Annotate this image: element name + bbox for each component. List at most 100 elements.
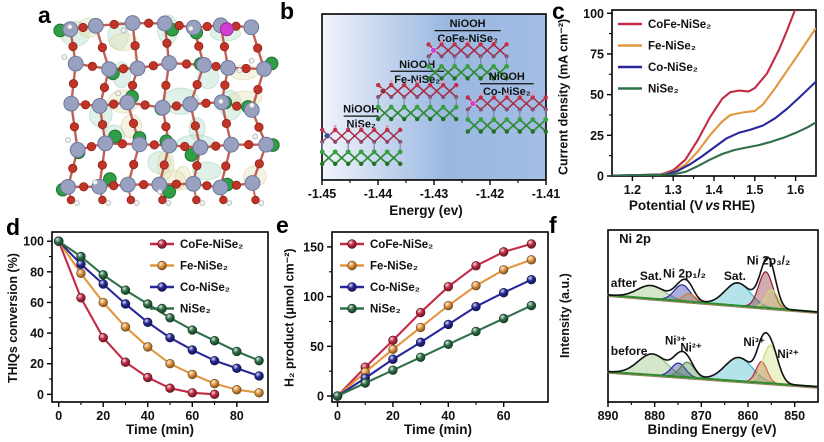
svg-text:50: 50 — [590, 88, 604, 102]
c-x-axis-title-post: RHE) — [722, 198, 756, 213]
panel-b-label: b — [280, 0, 295, 24]
svg-text:Co-NiSe₂: Co-NiSe₂ — [370, 282, 420, 294]
panel-e-label: e — [276, 212, 289, 238]
c-x-axis-title-pre: Potential (V — [628, 198, 704, 213]
svg-text:CoFe-NiSe₂: CoFe-NiSe₂ — [648, 19, 711, 31]
svg-text:25: 25 — [590, 129, 604, 143]
svg-text:Ni³⁺: Ni³⁺ — [743, 337, 764, 349]
legend: CoFe-NiSe₂ Fe-NiSe₂ Co-NiSe₂ NiSe₂ — [618, 19, 711, 96]
crystal-structure-image — [53, 14, 280, 206]
svg-text:40: 40 — [30, 327, 44, 341]
svg-text:1.6: 1.6 — [787, 183, 804, 197]
svg-text:0: 0 — [55, 409, 62, 423]
plot-frame — [331, 231, 549, 403]
svg-text:890: 890 — [598, 409, 619, 423]
series-Fe-NiSe₂ — [57, 240, 260, 394]
svg-text:100: 100 — [23, 235, 44, 249]
h2-product-chart: 0 20 40 60 0 50 100 150 CoFe-NiSe₂ Fe-NiSe₂ Co-NiS… — [303, 231, 549, 423]
svg-text:Ni 2p: Ni 2p — [619, 231, 651, 246]
energy-diagram-chart: -1.45 -1.44 -1.43 -1.42 -1.41NiOOHNiSe₂NiOOH… — [308, 13, 560, 201]
svg-text:100: 100 — [583, 7, 604, 21]
svg-text:40: 40 — [441, 409, 455, 423]
panel-c-label: c — [552, 0, 565, 24]
legend: CoFe-NiSe₂ Fe-NiSe₂ Co-NiSe₂ NiSe₂ — [150, 239, 243, 316]
series-NiSe₂ — [612, 121, 816, 176]
svg-text:80: 80 — [30, 265, 44, 279]
svg-text:75: 75 — [590, 47, 604, 61]
spectrum-before — [607, 331, 819, 389]
svg-text:100: 100 — [303, 290, 324, 304]
plot-frame — [51, 231, 269, 403]
svg-text:NiOOH: NiOOH — [450, 18, 486, 30]
svg-text:1.5: 1.5 — [746, 183, 763, 197]
legend: CoFe-NiSe₂ Fe-NiSe₂ Co-NiSe₂ NiSe₂ — [340, 239, 433, 316]
svg-text:NiOOH: NiOOH — [343, 104, 379, 116]
svg-text:CoFe-NiSe₂: CoFe-NiSe₂ — [180, 239, 243, 251]
svg-text:after: after — [611, 276, 637, 290]
svg-text:Ni²⁺: Ni²⁺ — [680, 342, 701, 354]
svg-text:880: 880 — [644, 409, 665, 423]
f-x-axis-title: Binding Energy (eV) — [647, 422, 777, 437]
svg-text:60: 60 — [30, 296, 44, 310]
panel-d-label: d — [6, 214, 21, 240]
svg-text:Sat.: Sat. — [640, 269, 662, 283]
b-x-axis-title: Energy (ev) — [389, 203, 463, 218]
svg-text:Sat.: Sat. — [724, 269, 746, 283]
spectrum-after — [607, 256, 819, 315]
svg-text:150: 150 — [303, 240, 324, 254]
svg-text:NiSe₂: NiSe₂ — [347, 119, 376, 131]
svg-text:NiSe₂: NiSe₂ — [648, 84, 679, 96]
svg-text:-1.43: -1.43 — [420, 187, 449, 201]
svg-text:Fe-NiSe₂: Fe-NiSe₂ — [180, 261, 228, 273]
svg-text:870: 870 — [691, 409, 712, 423]
panel-a-label: a — [38, 2, 51, 28]
svg-text:60: 60 — [185, 409, 199, 423]
svg-text:0: 0 — [597, 170, 604, 184]
svg-text:50: 50 — [310, 340, 324, 354]
svg-text:Co-NiSe₂: Co-NiSe₂ — [180, 282, 230, 294]
svg-text:60: 60 — [497, 409, 511, 423]
svg-text:1.3: 1.3 — [665, 183, 682, 197]
series-NiSe₂ — [337, 304, 532, 397]
series-Fe-NiSe₂ — [336, 258, 532, 397]
e-x-axis-title: Time (min) — [403, 422, 472, 437]
svg-text:NiSe₂: NiSe₂ — [370, 304, 401, 316]
svg-text:Ni³⁺: Ni³⁺ — [665, 335, 686, 347]
series-CoFe-NiSe₂ — [336, 242, 532, 397]
svg-text:CoFe-NiSe₂: CoFe-NiSe₂ — [437, 33, 498, 45]
axis-ticks: 0 20 40 60 80 0 20 40 60 80 100 — [23, 235, 244, 423]
d-x-axis-title: Time (min) — [125, 422, 194, 437]
c-x-axis-title-vs: vs — [705, 198, 721, 213]
atoms — [53, 15, 280, 206]
svg-text:NiOOH: NiOOH — [489, 71, 525, 83]
catalyst-item-Co-NiSe₂: NiOOH Co-NiSe₂ — [465, 71, 549, 134]
svg-text:NiOOH: NiOOH — [399, 59, 435, 71]
svg-text:20: 20 — [30, 357, 44, 371]
series-Fe-NiSe₂ — [612, 27, 816, 176]
svg-text:Ni 2p₃/₂: Ni 2p₃/₂ — [747, 253, 791, 267]
series-Co-NiSe₂ — [612, 80, 816, 176]
svg-text:0: 0 — [334, 409, 341, 423]
svg-text:before: before — [611, 344, 648, 358]
svg-text:-1.44: -1.44 — [364, 187, 393, 201]
svg-text:-1.41: -1.41 — [532, 187, 561, 201]
svg-text:20: 20 — [96, 409, 110, 423]
svg-text:Co-NiSe₂: Co-NiSe₂ — [483, 86, 531, 98]
svg-text:860: 860 — [738, 409, 759, 423]
svg-text:Fe-NiSe₂: Fe-NiSe₂ — [370, 261, 418, 273]
svg-text:Ni²⁺: Ni²⁺ — [777, 349, 798, 361]
series-Co-NiSe₂ — [57, 240, 260, 377]
axis-ticks: 0 20 40 60 0 50 100 150 — [303, 240, 511, 423]
series-NiSe₂ — [58, 240, 260, 362]
svg-text:Co-NiSe₂: Co-NiSe₂ — [648, 62, 698, 74]
lsv-polarization-chart: 1.2 1.3 1.4 1.5 1.6 0 25 50 75 100 CoFe-NiSe₂ Fe-Ni… — [583, 7, 817, 197]
catalyst-item-CoFe-NiSe₂: NiOOH CoFe-NiSe₂ — [426, 18, 509, 81]
axis-ticks: 1.2 1.3 1.4 1.5 1.6 0 25 50 75 100 — [583, 7, 804, 197]
svg-text:-1.42: -1.42 — [476, 187, 505, 201]
svg-text:NiSe₂: NiSe₂ — [180, 304, 211, 316]
series-CoFe-NiSe₂ — [612, 10, 797, 176]
